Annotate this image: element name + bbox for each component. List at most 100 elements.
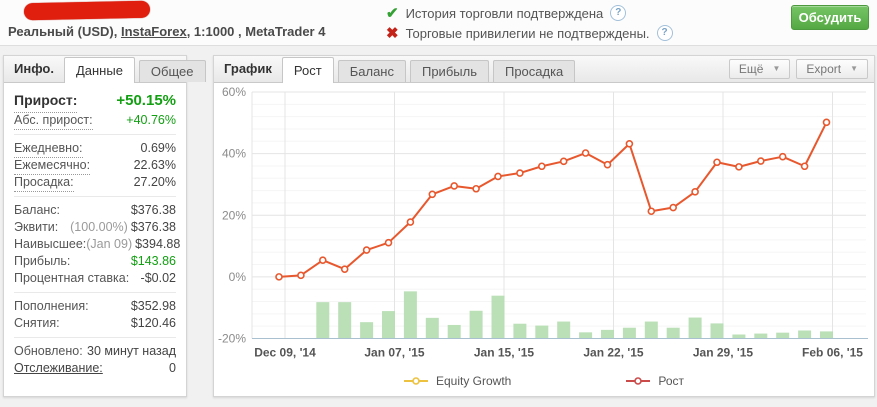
data-point [669,203,678,212]
data-point [581,149,590,157]
stat-value: $143.86 [130,254,176,268]
stat-label: Обновлено: [14,344,83,358]
chart-bar [579,332,593,339]
stat-row: Снятия: $120.46 [14,315,176,332]
privileges-unverified-row: ✖ Торговые привилегии не подтверждены. ? [386,23,673,43]
chart-bar [798,330,812,339]
data-point [494,172,502,181]
stat-value: -$0.02 [140,271,176,285]
chart-toolbar: Ещё ▼ Export ▼ [728,59,868,79]
stat-label[interactable]: Просадка: [14,174,74,192]
chart-bar [469,310,483,339]
data-point [275,273,283,281]
stats-list: Прирост: +50.15% Абс. прирост: +40.76% Ежедн… [4,83,186,377]
stat-value: $352.98 [130,299,176,313]
data-point [735,163,743,171]
x-axis-tick-label: Feb 06, '15 [802,346,863,360]
legend-marker-icon [403,377,428,385]
stat-value: +40.76% [126,113,176,127]
stat-row: Прибыль: $143.86 [14,253,176,270]
chevron-down-icon: ▼ [850,64,858,73]
chart-bar [360,322,374,339]
chart-legend: Equity Growth Рост [214,373,874,388]
tab-profit[interactable]: Прибыль [409,60,489,82]
legend-label: Рост [658,374,685,388]
chart-bar [557,321,571,339]
data-point [800,162,809,171]
chart-bar [425,317,439,339]
stat-row: Баланс: $376.38 [14,202,176,219]
stat-label[interactable]: Ежемесячно: [14,157,91,175]
chart-tabstrip: График Рост Баланс Прибыль Просадка Ещё ▼ E… [214,56,874,83]
chart-bar [513,323,527,339]
chart-bar [491,295,505,339]
export-button-label: Export [806,62,842,76]
stat-row: Просадка: 27.20% [14,174,176,192]
stat-label[interactable]: Ежедневно: [14,140,83,158]
stat-value: +50.15% [116,92,176,109]
y-axis-tick-label: 40% [222,147,246,161]
stat-value: 0 [169,361,176,375]
discuss-button[interactable]: Обсудить [791,5,869,30]
data-point [756,157,765,165]
stat-label: Снятия: [14,316,60,330]
chart-bar [666,327,680,339]
broker-link[interactable]: InstaForex [120,24,187,39]
info-tabs: Данные Общее [63,56,210,83]
divider [14,292,176,293]
stat-row: Процентная ставка: -$0.02 [14,270,176,287]
y-axis-tick-label: 60% [222,86,246,99]
tab-general[interactable]: Общее [138,60,206,82]
stat-label[interactable]: Абс. прирост: [14,112,93,130]
data-point [319,256,327,265]
privileges-unverified-text: Торговые привилегии не подтверждены. [405,25,650,41]
stat-value: (100.00%) $376.38 [70,220,176,234]
data-point [428,190,437,199]
x-axis-tick-label: Jan 22, '15 [583,346,644,360]
legend-label: Equity Growth [435,374,512,388]
divider [14,134,176,135]
stat-label: Процентная ставка: [14,271,130,285]
stat-value: 22.63% [133,158,176,172]
legend-item: Рост [626,374,684,388]
stat-label[interactable]: Отслеживание: [14,361,103,375]
stat-value: 0.69% [140,141,176,155]
x-axis-tick-label: Jan 15, '15 [474,346,535,360]
divider [14,196,176,197]
tab-growth[interactable]: Рост [281,57,334,83]
divider [14,337,176,338]
account-meta: Реальный (USD), InstaForex, 1:1000 , Met… [8,24,325,39]
data-point [516,169,524,177]
chart-bar [688,317,702,339]
tab-balance[interactable]: Баланс [337,60,406,82]
growth-chart-svg: 60% 40% 20% 0% -20% Dec 09, '14 Jan 07, '15 Jan… [218,85,868,360]
stat-row: Пополнения: $352.98 [14,298,176,315]
data-point [625,139,634,148]
chart-bar [535,325,549,339]
chart-tabs: Рост Баланс Прибыль Просадка [281,56,579,83]
export-button[interactable]: Export ▼ [796,59,868,79]
stat-label[interactable]: Прирост: [14,89,78,113]
cross-icon: ✖ [386,25,399,42]
chart-strip-label: График [224,61,272,76]
more-button[interactable]: Ещё ▼ [728,59,791,79]
chart-bar [644,321,658,339]
data-point [559,157,568,166]
stat-value: 30 минут назад [87,344,176,358]
tab-drawdown[interactable]: Просадка [492,60,576,82]
help-icon[interactable]: ? [656,25,673,41]
check-icon: ✔ [386,5,399,22]
chart-panel: График Рост Баланс Прибыль Просадка Ещё ▼ E… [213,55,875,397]
stat-label: Наивысшее: [14,237,87,251]
info-strip-label: Инфо. [14,61,54,76]
stat-row: Ежемесячно: 22.63% [14,157,176,175]
tab-data[interactable]: Данные [63,57,135,83]
stat-row: Наивысшее: (Jan 09) $394.88 [14,236,180,253]
stat-value-prefix: (100.00%) [70,220,128,234]
growth-chart[interactable]: 60% 40% 20% 0% -20% Dec 09, '14 Jan 07, '15 Jan… [214,83,874,373]
account-header: Реальный (USD), InstaForex, 1:1000 , Met… [0,0,877,46]
help-icon[interactable]: ? [610,5,627,21]
chart-bar [601,329,614,339]
verification-block: ✔ История торговли подтверждена ? ✖ Торг… [386,3,673,43]
chart-bar [732,334,746,339]
